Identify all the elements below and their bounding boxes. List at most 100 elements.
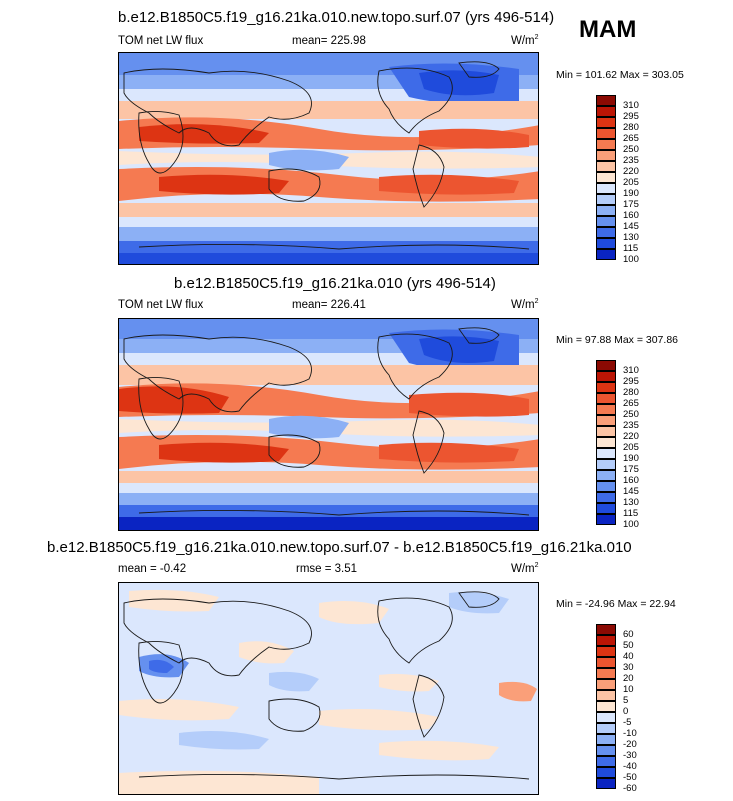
cb1-label: 145 (623, 221, 639, 232)
cb2-label: 100 (623, 519, 639, 530)
cb2-seg (596, 360, 616, 371)
cb2-label: 310 (623, 365, 639, 376)
cb1-seg (596, 117, 616, 128)
cb3-seg (596, 657, 616, 668)
cb1-seg (596, 249, 616, 260)
panel-2-variable: TOM net LW flux (118, 299, 204, 311)
cb3-label: -50 (623, 772, 637, 783)
cb3-seg (596, 712, 616, 723)
cb3-label: 20 (623, 673, 634, 684)
cb1-label: 280 (623, 122, 639, 133)
season-label: MAM (579, 16, 637, 43)
cb3-label: 30 (623, 662, 634, 673)
panel-3-map (118, 582, 539, 795)
panel-2-map (118, 318, 539, 531)
panel-2-minmax: Min = 97.88 Max = 307.86 (556, 334, 678, 346)
cb2-label: 280 (623, 387, 639, 398)
cb2-label: 235 (623, 420, 639, 431)
cb1-seg (596, 238, 616, 249)
cb2-seg (596, 481, 616, 492)
cb3-seg (596, 646, 616, 657)
cb1-seg (596, 95, 616, 106)
cb2-seg (596, 393, 616, 404)
panel-1-field (119, 53, 538, 264)
cb3-label: -20 (623, 739, 637, 750)
cb3-label: 10 (623, 684, 634, 695)
cb3-seg (596, 767, 616, 778)
cb3-seg (596, 679, 616, 690)
cb1-seg (596, 128, 616, 139)
cb1-seg (596, 161, 616, 172)
cb2-seg (596, 437, 616, 448)
cb3-label: -60 (623, 783, 637, 794)
cb1-label: 130 (623, 232, 639, 243)
cb3-seg (596, 690, 616, 701)
cb3-seg (596, 734, 616, 745)
cb1-label: 295 (623, 111, 639, 122)
cb1-seg (596, 194, 616, 205)
cb1-seg (596, 183, 616, 194)
panel-1-units: W/m2 (511, 34, 539, 47)
cb2-label: 130 (623, 497, 639, 508)
cb2-seg (596, 514, 616, 525)
panel-1-minmax: Min = 101.62 Max = 303.05 (556, 69, 684, 81)
cb3-label: 50 (623, 640, 634, 651)
cb1-label: 220 (623, 166, 639, 177)
cb1-seg (596, 106, 616, 117)
panel-2-mean: mean= 226.41 (292, 299, 366, 311)
cb1-seg (596, 139, 616, 150)
cb2-label: 175 (623, 464, 639, 475)
panel-3-units: W/m2 (511, 562, 539, 575)
cb1-label: 115 (623, 243, 639, 254)
cb2-seg (596, 371, 616, 382)
cb1-seg (596, 172, 616, 183)
panel-3-field (119, 583, 538, 794)
cb2-seg (596, 448, 616, 459)
cb3-label: 40 (623, 651, 634, 662)
panel-3-rmse: rmse = 3.51 (296, 563, 358, 575)
cb1-seg (596, 205, 616, 216)
cb1-seg (596, 150, 616, 161)
cb2-label: 250 (623, 409, 639, 420)
cb2-seg (596, 404, 616, 415)
panel-1-colorbar (596, 95, 616, 260)
cb2-label: 295 (623, 376, 639, 387)
cb2-seg (596, 470, 616, 481)
cb3-seg (596, 668, 616, 679)
cb1-label: 310 (623, 100, 639, 111)
cb1-label: 175 (623, 199, 639, 210)
cb3-seg (596, 778, 616, 789)
cb1-label: 265 (623, 133, 639, 144)
cb3-label: 60 (623, 629, 634, 640)
cb2-seg (596, 426, 616, 437)
cb1-seg (596, 216, 616, 227)
cb3-seg (596, 635, 616, 646)
panel-2-units: W/m2 (511, 298, 539, 311)
cb2-seg (596, 459, 616, 470)
panel-1-mean: mean= 225.98 (292, 35, 366, 47)
cb2-label: 265 (623, 398, 639, 409)
cb3-label: -30 (623, 750, 637, 761)
cb2-label: 220 (623, 431, 639, 442)
cb3-seg (596, 624, 616, 635)
panel-3-colorbar (596, 624, 616, 789)
cb2-label: 160 (623, 475, 639, 486)
cb2-label: 145 (623, 486, 639, 497)
cb3-seg (596, 701, 616, 712)
cb3-seg (596, 756, 616, 767)
panel-1-title: b.e12.B1850C5.f19_g16.21ka.010.new.topo.… (118, 9, 555, 26)
panel-3-title: b.e12.B1850C5.f19_g16.21ka.010.new.topo.… (47, 539, 632, 556)
cb1-label: 160 (623, 210, 639, 221)
cb2-seg (596, 415, 616, 426)
cb1-label: 190 (623, 188, 639, 199)
cb2-label: 190 (623, 453, 639, 464)
cb3-label: -40 (623, 761, 637, 772)
cb2-seg (596, 382, 616, 393)
cb3-label: -5 (623, 717, 632, 728)
cb1-label: 100 (623, 254, 639, 265)
panel-2-colorbar (596, 360, 616, 525)
panel-3-minmax: Min = -24.96 Max = 22.94 (556, 598, 676, 610)
cb2-label: 205 (623, 442, 639, 453)
cb2-seg (596, 492, 616, 503)
cb1-label: 235 (623, 155, 639, 166)
